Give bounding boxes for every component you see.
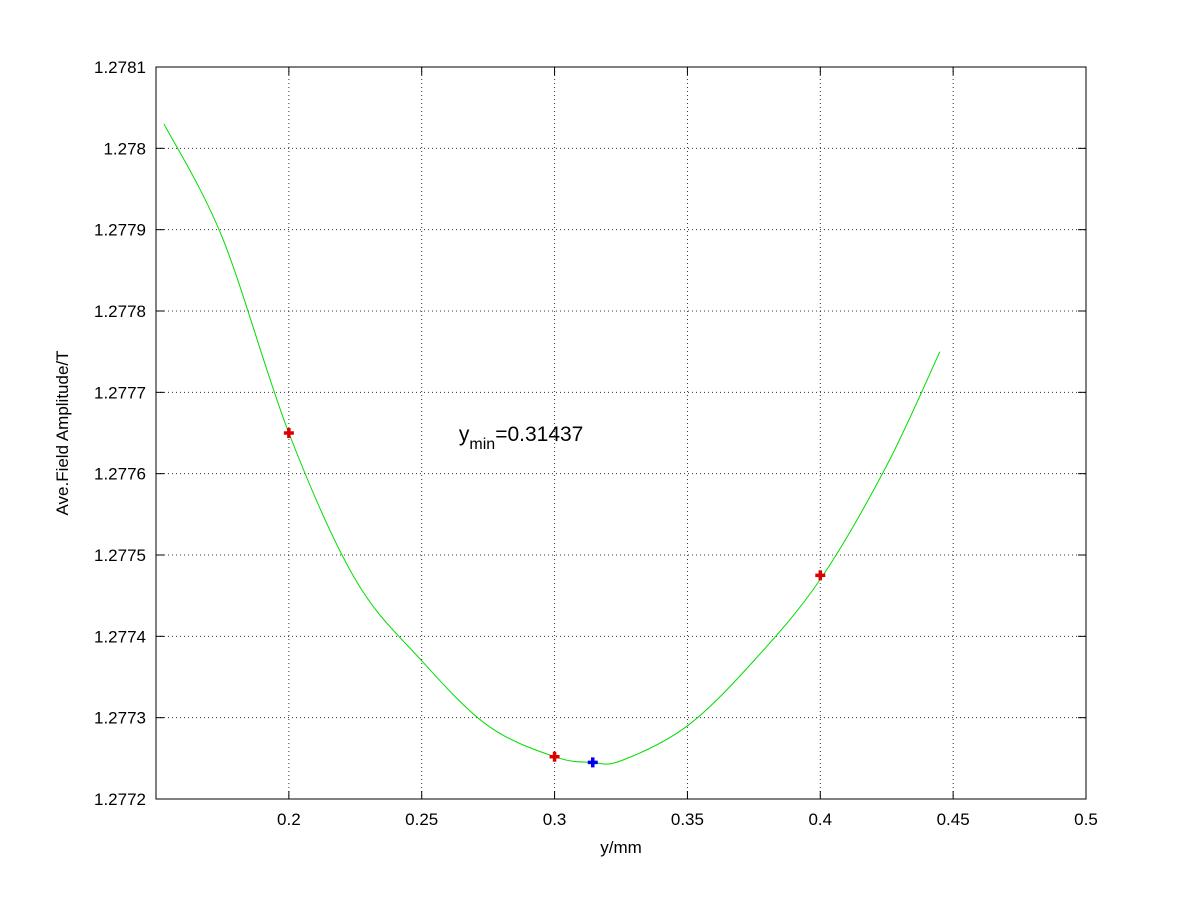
x-tick-label: 0.5 (1074, 810, 1098, 829)
y-tick-label: 1.2776 (94, 465, 146, 484)
x-tick-label: 0.4 (808, 810, 832, 829)
y-tick-label: 1.2777 (94, 383, 146, 402)
y-tick-label: 1.2781 (94, 58, 146, 77)
x-tick-label: 0.35 (671, 810, 704, 829)
data-point-marker (549, 751, 560, 762)
tick-labels: 0.2 0.25 0.3 0.35 0.4 0.45 0.5 1.2772 1.2773 1.27… (94, 58, 1098, 829)
data-point-marker (815, 570, 826, 581)
y-tick-label: 1.2775 (94, 546, 146, 565)
x-axis-label: y/mm (600, 838, 642, 857)
y-tick-label: 1.2774 (94, 627, 146, 646)
axes-box (155, 66, 1087, 800)
y-tick-label: 1.2779 (94, 221, 146, 240)
grid-lines (156, 67, 1086, 799)
x-tick-label: 0.3 (543, 810, 567, 829)
y-tick-label: 1.2773 (94, 709, 146, 728)
y-tick-label: 1.278 (103, 139, 146, 158)
annotation-value: =0.31437 (495, 423, 583, 446)
y-axis-label: Ave.Field Amplitude/T (53, 350, 72, 515)
x-tick-label: 0.45 (937, 810, 970, 829)
annotation-subscript: min (469, 436, 495, 453)
plot-series (163, 123, 941, 768)
annotation-ymin: ymin=0.31437 (459, 423, 583, 453)
x-tick-label: 0.2 (277, 810, 301, 829)
minimum-marker (587, 757, 598, 768)
x-tick-label: 0.25 (405, 810, 438, 829)
y-tick-label: 1.2778 (94, 302, 146, 321)
annotation-base: y (459, 423, 470, 446)
data-point-marker (283, 428, 294, 438)
y-tick-label: 1.2772 (94, 790, 146, 809)
